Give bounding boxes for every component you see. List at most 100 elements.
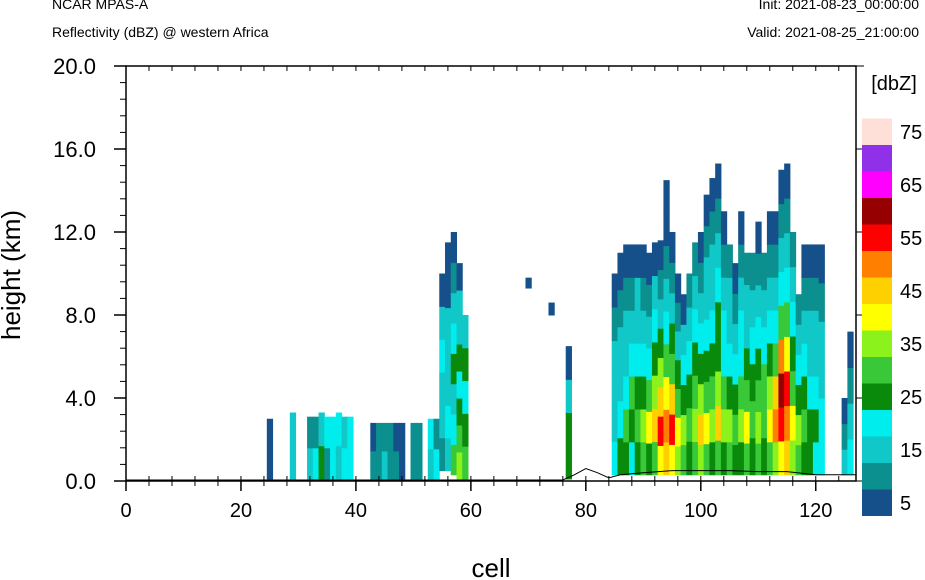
reflectivity-cell — [807, 310, 814, 344]
reflectivity-cell — [680, 294, 687, 325]
reflectivity-cell — [795, 324, 802, 355]
reflectivity-cell — [732, 323, 739, 355]
reflectivity-cell — [732, 444, 739, 476]
reflectivity-cell — [617, 400, 624, 439]
reflectivity-cell — [651, 242, 659, 277]
reflectivity-cell — [720, 310, 728, 344]
init-time: Init: 2021-08-23_00:00:00 — [758, 0, 919, 12]
reflectivity-cell — [761, 289, 768, 328]
reflectivity-cell — [611, 407, 618, 442]
colorbar-swatch — [862, 489, 892, 516]
reflectivity-cell — [307, 447, 314, 480]
reflectivity-cell — [738, 375, 745, 410]
reflectivity-cell — [525, 277, 532, 289]
reflectivity-cell — [772, 441, 779, 476]
reflectivity-cell — [726, 408, 733, 443]
reflectivity-cell — [623, 408, 630, 443]
reflectivity-cell — [709, 276, 716, 311]
reflectivity-cell — [789, 370, 797, 406]
reflectivity-cell — [789, 301, 797, 337]
colorbar-label: 75 — [900, 122, 922, 144]
reflectivity-cell — [726, 376, 733, 410]
reflectivity-cell — [715, 301, 722, 337]
reflectivity-cell — [772, 343, 779, 377]
reflectivity-cell — [628, 343, 636, 377]
x-tick-label: 100 — [684, 500, 717, 522]
reflectivity-cell — [778, 373, 785, 408]
reflectivity-cell — [812, 310, 820, 344]
reflectivity-cell — [715, 405, 722, 441]
reflectivity-cell — [801, 310, 808, 344]
reflectivity-cell — [738, 244, 745, 278]
reflectivity-cell — [646, 252, 653, 285]
reflectivity-cell — [766, 343, 774, 377]
reflectivity-cell — [720, 375, 728, 410]
reflectivity-cell — [732, 384, 739, 415]
reflectivity-cell — [617, 252, 624, 291]
reflectivity-cell — [663, 180, 670, 214]
reflectivity-cell — [715, 371, 722, 407]
terrain-layer — [126, 468, 856, 481]
reflectivity-cell — [789, 405, 797, 441]
reflectivity-cell — [611, 340, 618, 375]
reflectivity-cell — [847, 403, 854, 440]
reflectivity-cell — [686, 340, 693, 375]
reflectivity-cell — [801, 244, 808, 278]
reflectivity-cell — [450, 383, 458, 415]
reflectivity-cell — [680, 414, 687, 446]
reflectivity-cell — [370, 450, 377, 480]
reflectivity-cell — [623, 343, 630, 377]
reflectivity-cell — [766, 277, 774, 311]
reflectivity-cell — [784, 267, 791, 303]
colorbar-swatch — [862, 410, 892, 437]
reflectivity-cell — [697, 383, 705, 415]
reflectivity-cell — [720, 441, 728, 476]
reflectivity-cell — [755, 221, 762, 254]
reflectivity-cell — [439, 437, 446, 472]
reflectivity-cell — [634, 277, 641, 311]
reflectivity-cell — [450, 262, 458, 294]
reflectivity-cell — [565, 445, 572, 480]
terrain-line — [126, 468, 856, 481]
x-tick-label: 40 — [345, 500, 367, 522]
reflectivity-cell — [778, 271, 785, 306]
colorbar-swatch — [862, 118, 892, 145]
reflectivity-cell — [766, 310, 774, 344]
reflectivity-cell — [761, 363, 768, 402]
reflectivity-cell — [646, 347, 653, 381]
colorbar: 5 15 25 35 45 55 65 75 — [862, 118, 922, 516]
reflectivity-cell — [812, 277, 820, 311]
reflectivity-cell — [841, 449, 848, 476]
reflectivity-cell — [697, 323, 705, 354]
reflectivity-cell — [307, 416, 314, 449]
reflectivity-cell — [818, 282, 825, 322]
reflectivity-cell — [692, 441, 699, 476]
reflectivity-cell — [628, 441, 636, 476]
reflectivity-cell — [680, 324, 687, 355]
reflectivity-cell — [565, 379, 572, 414]
reflectivity-cell — [784, 198, 791, 234]
reflectivity-cell — [715, 163, 722, 199]
reflectivity-cell — [674, 417, 682, 447]
reflectivity-cell — [669, 232, 676, 263]
reflectivity-cell — [778, 440, 785, 476]
reflectivity-cell — [755, 316, 762, 349]
reflectivity-cell — [761, 437, 768, 476]
reflectivity-cell — [548, 302, 555, 316]
reflectivity-cell — [709, 309, 716, 344]
reflectivity-cell — [450, 232, 458, 263]
reflectivity-cell — [370, 422, 377, 452]
reflectivity-cell — [709, 408, 716, 443]
reflectivity-cell — [462, 446, 469, 480]
reflectivity-cell — [623, 277, 630, 311]
reflectivity-cell — [784, 371, 791, 407]
colorbar-swatch — [862, 330, 892, 357]
reflectivity-cell — [801, 441, 808, 476]
reflectivity-cell — [847, 367, 854, 404]
reflectivity-cell — [651, 408, 659, 443]
reflectivity-cell — [778, 305, 785, 340]
reflectivity-cell — [439, 273, 446, 307]
y-tick-label: 12.0 — [53, 220, 96, 245]
reflectivity-cell — [697, 262, 705, 294]
reflectivity-cell — [761, 400, 768, 439]
